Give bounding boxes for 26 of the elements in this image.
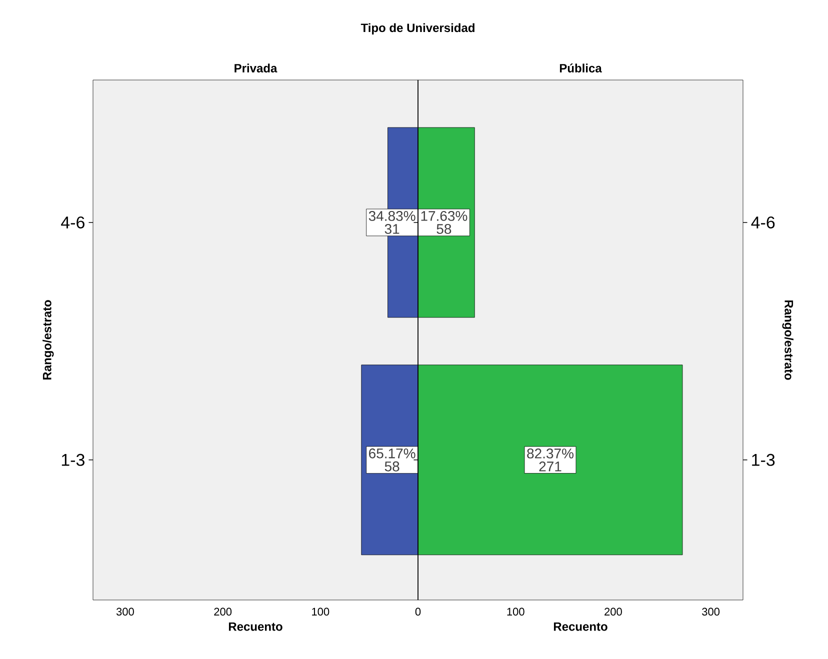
x-axis-title: Recuento	[554, 622, 608, 631]
y-axis-title: Rango/estrato	[782, 300, 794, 380]
annotation: 17.63%	[421, 211, 468, 221]
y-tick-label: 4-6	[751, 216, 775, 228]
data-label: 31	[384, 224, 400, 234]
x-axis-title: Recuento	[228, 622, 282, 631]
annotation: 65.17%	[369, 448, 416, 458]
data-label: 58	[436, 224, 452, 234]
chart-subtitle: Pública	[560, 64, 602, 72]
data-label: 271	[539, 462, 562, 472]
x-tick-label: 200	[604, 608, 622, 616]
x-tick-label: 200	[214, 608, 232, 616]
y-tick-label: 1-3	[752, 454, 775, 466]
chart-subtitle: Privada	[234, 64, 278, 72]
annotation: 34.83%	[368, 211, 416, 221]
y-axis-title: Rango/estrato	[42, 300, 54, 380]
y-tick-label: 1-3	[62, 454, 84, 466]
data-label: 58	[384, 461, 400, 472]
x-tick-label: 300	[702, 608, 720, 616]
x-tick-label: 300	[116, 608, 134, 616]
x-tick-label: 100	[312, 608, 330, 616]
y-tick-label: 4-6	[61, 216, 84, 228]
chart-title: Tipo de Universidad	[360, 23, 474, 34]
x-tick-label: 100	[507, 608, 524, 616]
annotation: 82.37%	[527, 448, 574, 458]
x-tick-label: 0	[415, 608, 421, 616]
